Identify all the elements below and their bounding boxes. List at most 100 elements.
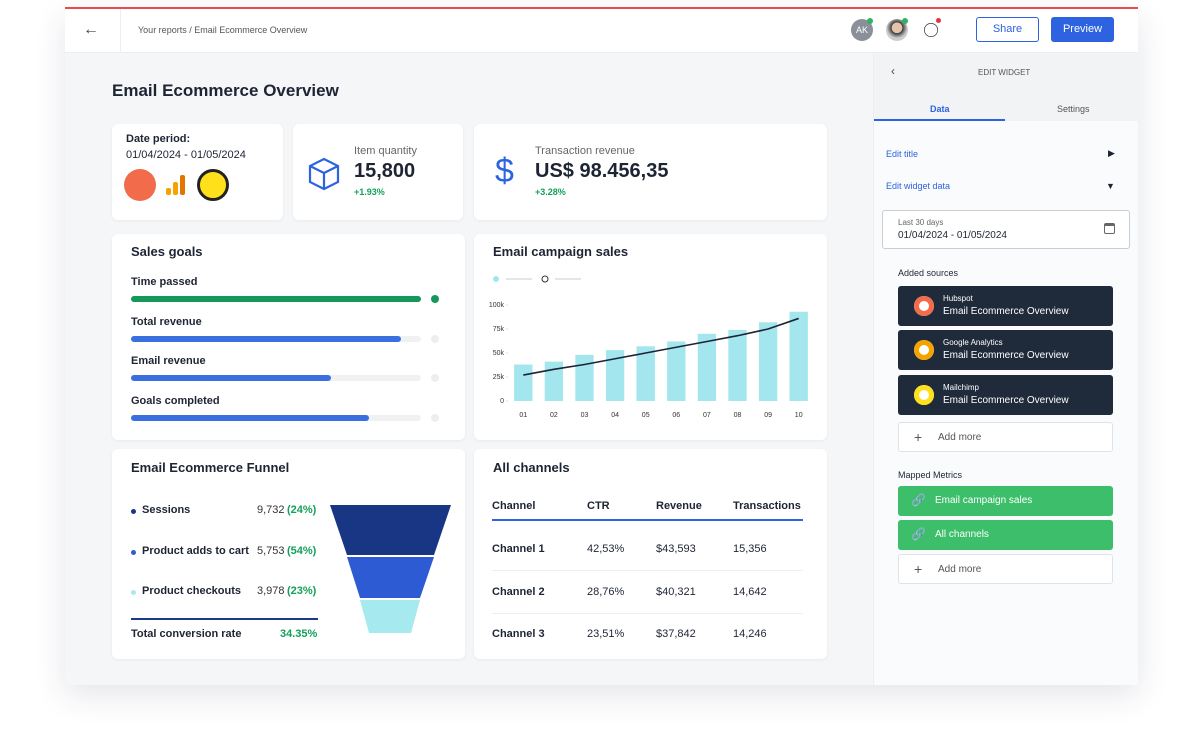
goal-bar <box>131 296 421 302</box>
logo-part <box>173 182 178 195</box>
funnel-stage <box>347 557 434 598</box>
sources-title: Added sources <box>898 268 959 278</box>
line <box>523 317 799 376</box>
logo-part <box>180 175 185 195</box>
metrics-title: Mapped Metrics <box>898 470 963 480</box>
x-tick-label: 02 <box>550 412 558 419</box>
x-tick-label: 09 <box>764 412 772 419</box>
funnel-stage <box>330 505 451 555</box>
add-more[interactable]: + Add more <box>898 554 1113 584</box>
avatar-photo[interactable] <box>886 19 908 41</box>
status-dot <box>867 18 873 24</box>
legend-dot[interactable] <box>493 276 499 282</box>
kpi-change: +1.93% <box>354 187 385 197</box>
bar <box>605 350 625 401</box>
legend-dot[interactable] <box>541 275 549 283</box>
stage-name: Product checkouts <box>142 585 242 597</box>
metric-item[interactable]: 🔗 All channels <box>898 520 1113 550</box>
goal-name: Email revenue <box>131 355 206 367</box>
analytics-logo <box>166 175 185 195</box>
stage-dot <box>131 549 136 555</box>
source-item[interactable]: Mailchimp Email Ecommerce Overview <box>898 374 1113 415</box>
panel-header <box>874 53 1138 121</box>
chart-title: Email campaign sales <box>493 244 629 259</box>
x-tick-label: 07 <box>703 412 711 419</box>
date-label: Date period: <box>126 133 191 145</box>
mailchimp-logo <box>197 169 229 201</box>
panel-back[interactable]: ‹ <box>891 64 895 78</box>
stage-share: (54%) <box>287 544 317 557</box>
bar <box>636 346 655 401</box>
stage-value: 5,753 <box>257 544 285 557</box>
goal-bar <box>131 414 369 421</box>
bar <box>758 322 778 401</box>
stage-name: Product adds to cart <box>142 544 249 557</box>
plus: + <box>914 561 923 577</box>
x-tick-label: 05 <box>642 412 650 419</box>
chart: 0 25k 50k 75k 100k 01 02 03 04 05 06 07 08 09 10 <box>489 275 808 419</box>
caret-down: ▼ <box>1106 181 1115 191</box>
stage-share: (24%) <box>287 504 317 516</box>
card-title: Sales goals <box>131 244 203 259</box>
tab[interactable]: Settings <box>1057 104 1090 114</box>
date-value: 01/04/2024 - 01/05/2024 <box>126 149 246 161</box>
kpi-label: Transaction revenue <box>535 145 635 157</box>
share-button[interactable]: Share <box>976 17 1039 42</box>
source-logo <box>914 384 934 405</box>
goal-track <box>131 414 421 421</box>
add-more-label: Add more <box>938 432 982 443</box>
chat-icon[interactable] <box>924 23 938 37</box>
plus: + <box>914 429 923 445</box>
edit-title[interactable]: Edit title <box>886 149 919 159</box>
stage-value: 3,978 <box>257 585 285 597</box>
range-value: 01/04/2024 - 01/05/2024 <box>898 230 1007 241</box>
kpi-label: Item quantity <box>354 145 417 157</box>
table-card <box>474 449 827 659</box>
back-arrow[interactable]: ← <box>83 21 99 38</box>
edit-widget-data[interactable]: Edit widget data <box>886 181 951 191</box>
y-tick-label: 0 <box>500 398 504 405</box>
stage-share: (23%) <box>287 585 317 597</box>
metric-name: Email campaign sales <box>935 495 1033 506</box>
source-item[interactable]: Hubspot Email Ecommerce Overview <box>898 286 1113 326</box>
x-tick-label: 01 <box>519 412 527 419</box>
source-report: Email Ecommerce Overview <box>943 350 1069 362</box>
preview-button[interactable]: Preview <box>1051 17 1114 42</box>
goal-status <box>431 374 439 382</box>
table-header: Channel <box>492 500 536 512</box>
source-name: Hubspot <box>943 294 973 303</box>
date-picker[interactable] <box>882 210 1130 249</box>
bar <box>789 311 808 401</box>
caret-right: ▶ <box>1108 148 1115 158</box>
kpi-value: 15,800 <box>354 160 416 182</box>
add-more[interactable]: + Add more <box>898 422 1113 452</box>
x-tick-label: 04 <box>611 412 619 419</box>
stage-name: Sessions <box>142 504 191 516</box>
tab-active[interactable]: Data <box>930 104 950 114</box>
goal-status <box>431 295 439 303</box>
funnel-stage <box>360 600 420 633</box>
goal-track <box>131 375 421 381</box>
table-cell: 15,356 <box>733 543 767 555</box>
y-tick-label: 75k <box>493 326 505 333</box>
stage-value: 9,732 <box>257 504 285 516</box>
breadcrumb[interactable]: Your reports / Email Ecommerce Overview <box>138 25 308 35</box>
metric-item[interactable]: 🔗 Email campaign sales <box>898 486 1113 516</box>
bar <box>544 361 564 401</box>
total-divider <box>131 618 318 620</box>
table-cell: $40,321 <box>656 585 696 598</box>
range-label: Last 30 days <box>898 218 944 227</box>
avatar[interactable]: AK <box>851 19 873 41</box>
source-name: Mailchimp <box>943 382 980 392</box>
goal-name: Time passed <box>131 276 198 288</box>
source-item[interactable]: Google Analytics Email Ecommerce Overview <box>898 330 1113 371</box>
hubspot-logo <box>124 169 156 201</box>
table-cell: $43,593 <box>656 543 696 555</box>
goal-bar <box>131 375 332 381</box>
link-icon: 🔗 <box>911 493 926 507</box>
x-tick-label: 10 <box>795 412 803 419</box>
x-tick-label: 06 <box>672 412 680 419</box>
box-outline <box>308 157 340 191</box>
kpi-value: US$ 98.456,35 <box>535 160 669 182</box>
